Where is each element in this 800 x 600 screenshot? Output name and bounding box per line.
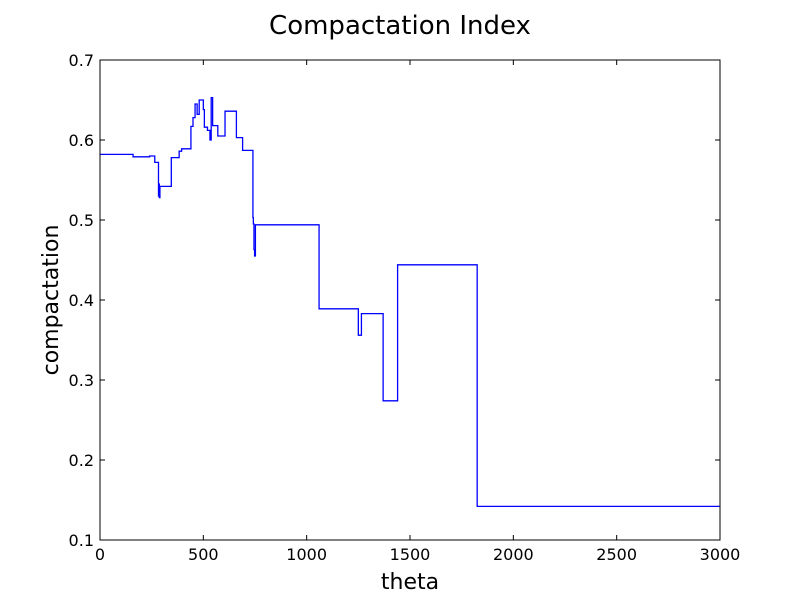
x-tick-label: 3000 [700, 545, 741, 564]
x-tick-label: 2500 [596, 545, 637, 564]
y-tick-label: 0.2 [69, 451, 94, 470]
axis-ticks [99, 59, 721, 541]
y-tick-label: 0.7 [69, 51, 94, 70]
series-line-0 [100, 96, 720, 508]
x-tick-label: 0 [95, 545, 105, 564]
x-tick-label: 500 [188, 545, 219, 564]
chart-title: Compactation Index [269, 11, 531, 41]
x-tick-label: 2000 [493, 545, 534, 564]
y-tick-label: 0.6 [69, 131, 94, 150]
y-tick-label: 0.3 [69, 371, 94, 390]
series-group [100, 96, 720, 508]
x-tick-labels: 0 500 1000 1500 2000 2500 3000 [95, 545, 740, 564]
y-tick-label: 0.1 [69, 531, 94, 550]
y-tick-labels: 0.1 0.2 0.3 0.4 0.5 0.6 0.7 [69, 51, 94, 550]
x-tick-label: 1000 [286, 545, 327, 564]
x-axis-label: theta [381, 570, 439, 595]
x-tick-label: 1500 [390, 545, 431, 564]
plot-frame [99, 59, 721, 541]
y-tick-label: 0.4 [69, 291, 94, 310]
y-axis-label: compactation [39, 225, 64, 376]
y-tick-label: 0.5 [69, 211, 94, 230]
